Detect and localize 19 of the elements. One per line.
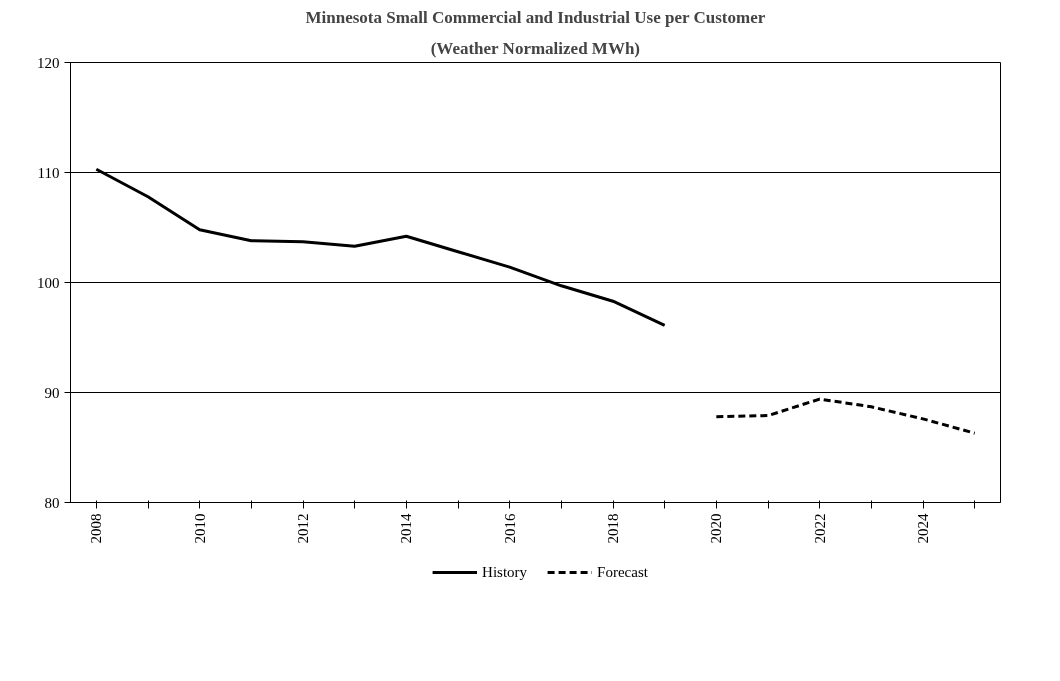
legend-label: History (482, 563, 528, 581)
y-tick-label: 80 (44, 494, 60, 511)
x-tick-label: 2010 (191, 513, 208, 544)
legend-label: Forecast (597, 563, 648, 581)
x-tick-label: 2016 (501, 513, 518, 544)
x-tick-label: 2018 (605, 513, 621, 544)
x-tick-label: 2024 (915, 513, 931, 544)
chart-subtitle: (Weather Normalized MWh) (430, 38, 641, 58)
x-tick-label: 2012 (295, 513, 311, 544)
x-tick-label: 2022 (811, 513, 828, 544)
y-tick-label: 120 (37, 54, 60, 71)
x-tick-label: 2014 (398, 513, 415, 544)
y-tick-label: 90 (44, 384, 60, 401)
chart-title: Minnesota Small Commercial and Industrial Use per Customer (305, 7, 766, 27)
x-tick-label: 2020 (708, 513, 725, 544)
y-tick-label: 100 (37, 274, 60, 291)
y-tick-label: 110 (37, 164, 60, 181)
line-series (714, 397, 977, 435)
x-tick-label: 2008 (88, 513, 105, 544)
